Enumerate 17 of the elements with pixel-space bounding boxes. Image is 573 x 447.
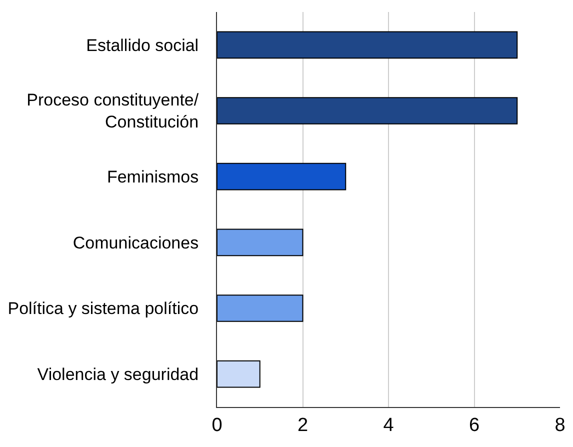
y-tick-label: Política y sistema político [8,299,199,318]
x-tick-label: 6 [468,414,480,436]
bar [217,294,304,322]
y-tick-label: Feminismos [106,168,199,187]
bar [217,31,518,59]
x-tick-label: 8 [554,414,566,436]
bar [217,360,260,388]
x-tick-label: 0 [212,414,222,436]
x-tick-label: 4 [383,414,394,436]
y-tick-label: Comunicaciones [72,233,199,252]
bar [217,228,304,256]
y-tick-label: Proceso constituyente/ Constitución [26,90,199,132]
y-tick-label: Violencia y seguridad [37,365,199,384]
x-tick-label: 2 [297,414,308,436]
bar [217,162,346,190]
bar [217,97,518,124]
y-tick-label: Estallido social [86,36,199,55]
